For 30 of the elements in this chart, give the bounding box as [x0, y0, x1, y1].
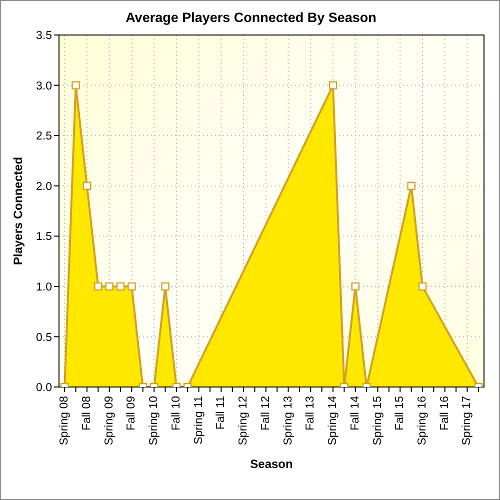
x-tick-label: Spring 09: [103, 396, 116, 446]
x-tick-label: Fall 16: [438, 396, 451, 431]
y-tick-label: 0.0: [36, 382, 52, 394]
x-tick-label: Fall 10: [170, 396, 182, 431]
y-tick-label: 3.5: [36, 30, 52, 42]
x-tick-label: Fall 14: [349, 395, 362, 431]
x-tick-label: Spring 15: [372, 396, 384, 446]
x-tick-label: Spring 17: [461, 396, 474, 446]
y-tick-label: 0.5: [36, 332, 52, 344]
x-tick-label: Spring 10: [148, 396, 160, 446]
y-tick-label: 2.5: [36, 130, 52, 143]
x-tick-label: Spring 14: [327, 395, 340, 446]
x-tick-label: Spring 13: [282, 396, 294, 446]
x-tick-label: Spring 12: [238, 396, 250, 446]
x-tick-label: Fall 13: [304, 396, 317, 431]
x-tick-label: Fall 08: [80, 396, 93, 431]
x-tick-label: Spring 08: [58, 396, 71, 446]
x-tick-label: Fall 15: [394, 396, 406, 431]
y-tick-label: 1.5: [36, 231, 52, 244]
x-axis-title: Season: [250, 457, 293, 471]
y-axis-title: Players Connected: [11, 156, 25, 266]
x-tick-label: Fall 09: [126, 396, 138, 431]
x-tick-label: Fall 12: [260, 396, 272, 431]
y-tick-label: 1.0: [36, 282, 52, 294]
y-tick-label: 2.0: [36, 180, 52, 193]
x-tick-label: Spring 16: [416, 396, 428, 446]
chart-title: Average Players Connected By Season: [124, 10, 378, 25]
x-tick-label: Fall 11: [215, 396, 228, 430]
y-tick-label: 3.0: [36, 80, 52, 92]
x-tick-label: Spring 11: [192, 396, 205, 444]
